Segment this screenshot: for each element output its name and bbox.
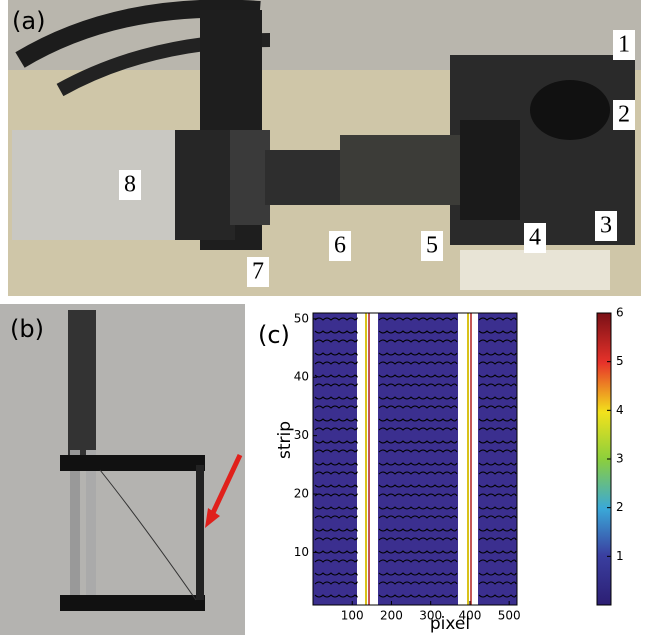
photo-device: [0, 304, 245, 635]
y-tick-label: 10: [294, 545, 309, 559]
y-tick-label: 50: [294, 311, 309, 325]
callout: 3: [600, 213, 612, 239]
colorbar-tick-label: 5: [616, 354, 624, 368]
contour-plot: [313, 313, 517, 605]
x-tick-label: 100: [341, 609, 364, 623]
colorbar-tick-label: 2: [616, 500, 624, 514]
colorbar-tick-label: 1: [616, 549, 624, 563]
callout: 8: [124, 172, 136, 198]
y-tick-label: 40: [294, 370, 309, 384]
figure: (a) (b) (c) strip pixel 1234567810020030…: [0, 0, 649, 635]
y-tick-label: 30: [294, 428, 309, 442]
photo-setup: [8, 0, 641, 296]
panel-label: (a): [12, 7, 45, 35]
x-tick-label: 500: [498, 609, 521, 623]
panel-label: (c): [258, 321, 290, 349]
callout: 5: [426, 233, 438, 259]
x-tick-label: 400: [458, 609, 481, 623]
callout: 4: [529, 225, 541, 251]
x-tick-label: 200: [380, 609, 403, 623]
panel-label: (b): [10, 315, 44, 343]
callout: 2: [618, 102, 630, 128]
colorbar-tick-label: 4: [616, 403, 624, 417]
callout: 1: [618, 32, 630, 58]
callout: 6: [334, 233, 346, 259]
colorbar-tick-label: 3: [616, 452, 624, 466]
y-axis-label: strip: [275, 421, 295, 459]
colorbar-tick-label: 6: [616, 306, 624, 320]
y-tick-label: 20: [294, 487, 309, 501]
x-tick-label: 300: [419, 609, 442, 623]
callout: 7: [252, 259, 264, 285]
